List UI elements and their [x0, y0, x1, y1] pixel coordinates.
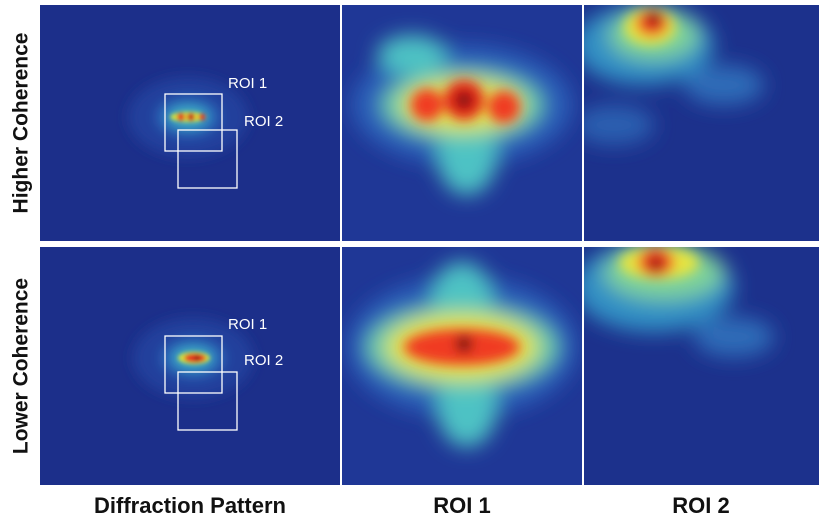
roi-label: ROI 1 [228, 75, 267, 92]
column-label: ROI 1 [433, 493, 490, 518]
row-label: Lower Coherence [10, 278, 33, 454]
roi1-image [342, 5, 582, 241]
roi-label: ROI 2 [244, 113, 283, 130]
roi1-image [342, 247, 582, 485]
column-label: Diffraction Pattern [94, 493, 286, 518]
row-label: Higher Coherence [10, 33, 33, 214]
diffraction-image [40, 5, 340, 241]
roi-label: ROI 2 [244, 352, 283, 369]
diffraction-image [40, 247, 340, 485]
roi2-image [584, 247, 819, 485]
roi2-image [584, 5, 819, 241]
roi-label: ROI 1 [228, 316, 267, 333]
column-label: ROI 2 [672, 493, 729, 518]
